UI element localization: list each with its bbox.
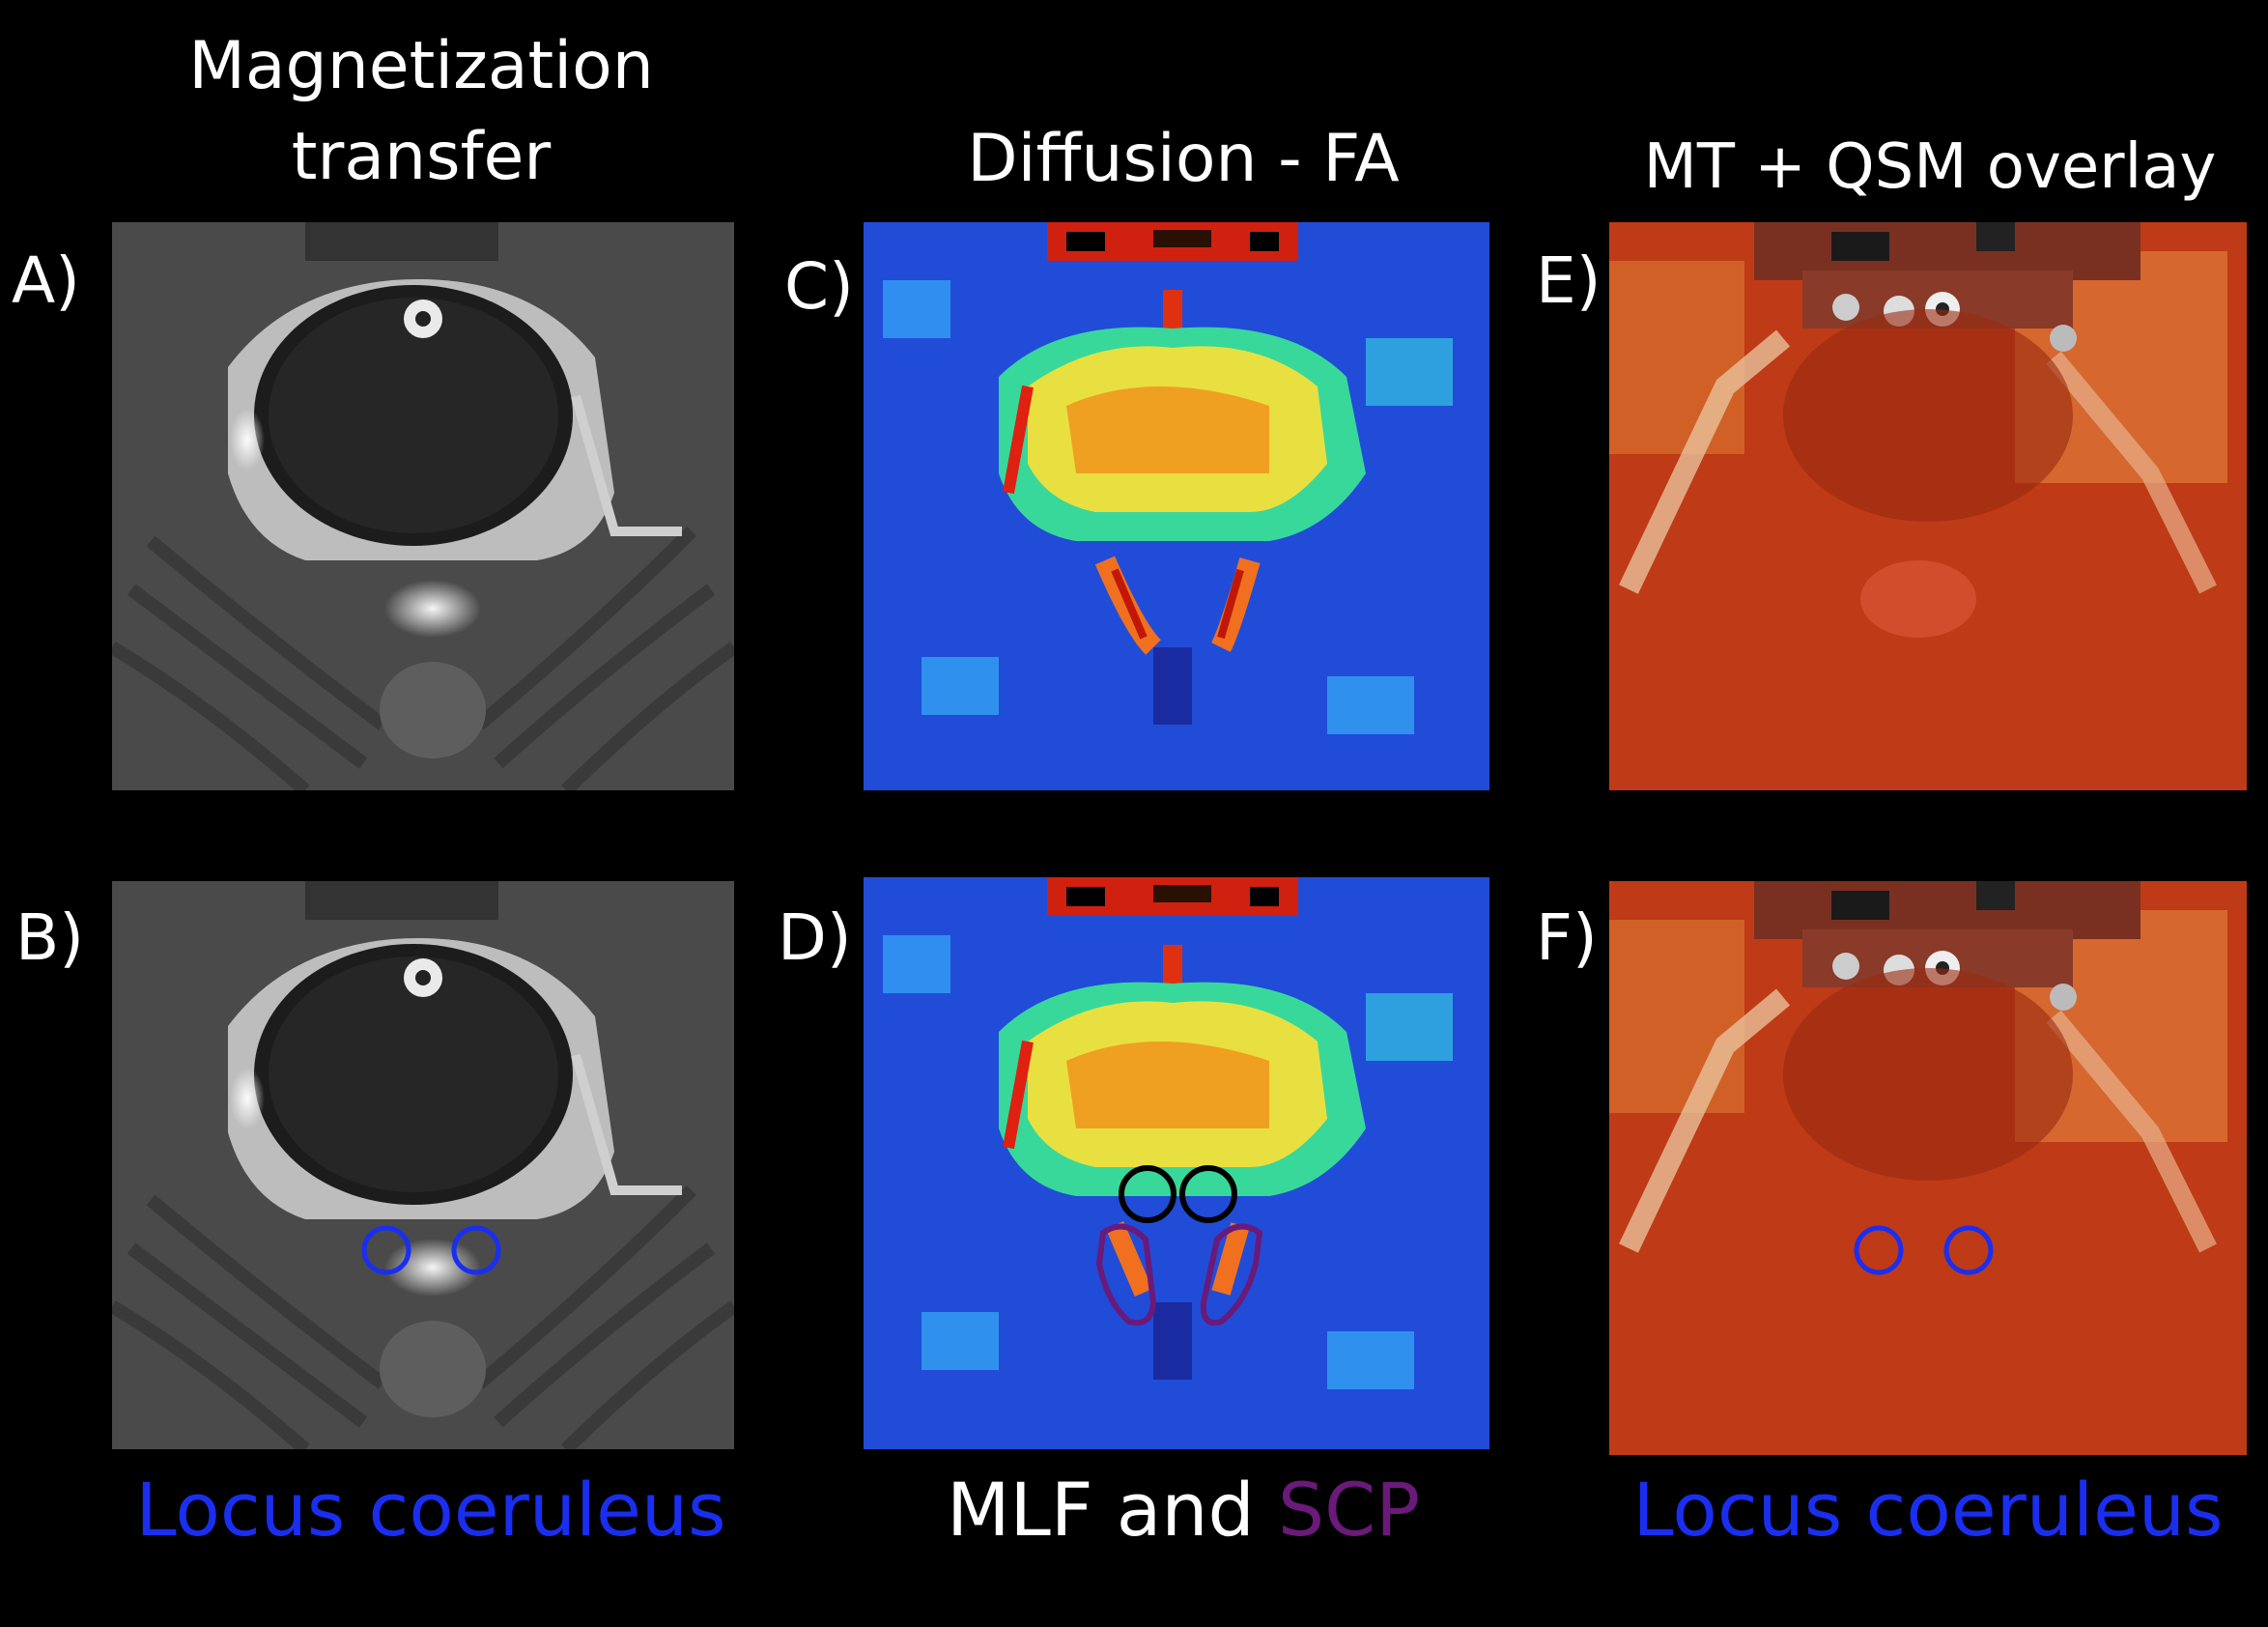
overlay-panel-e	[1609, 222, 2247, 790]
caption-mlf-scp: MLF and SCP	[869, 1467, 1497, 1554]
scp-roi-right	[1200, 1223, 1263, 1326]
scp-roi-left	[1095, 1223, 1157, 1326]
fa-map-panel-c	[864, 222, 1489, 790]
fa-map-panel-d	[864, 877, 1489, 1449]
mlf-roi-right	[1179, 1165, 1237, 1223]
panel-label-d: D)	[778, 900, 852, 975]
column-title-mt-line2: transfer	[291, 119, 552, 195]
panel-label-f: F)	[1536, 900, 1598, 975]
panel-label-a: A)	[12, 243, 80, 318]
column-title-mt: Magnetization transfer	[112, 21, 730, 203]
mlf-roi-left	[1119, 1165, 1177, 1223]
caption-locus-coeruleus-left: Locus coeruleus	[135, 1467, 726, 1553]
column-title-fa: Diffusion - FA	[967, 121, 1400, 197]
lc-roi-right-b	[451, 1225, 501, 1275]
column-title-overlay: MT + QSM overlay	[1643, 131, 2217, 203]
lc-roi-right-f	[1943, 1225, 1994, 1275]
caption-mlf: MLF and	[946, 1467, 1255, 1553]
panel-label-e: E)	[1536, 243, 1602, 318]
lc-roi-left-b	[361, 1225, 411, 1275]
panel-label-c: C)	[784, 249, 854, 324]
caption-scp: SCP	[1277, 1467, 1421, 1553]
panel-label-b: B)	[15, 900, 85, 975]
column-title-mt-line1: Magnetization	[188, 28, 654, 104]
mt-image-panel-a	[112, 222, 734, 790]
lc-roi-left-f	[1854, 1225, 1904, 1275]
caption-locus-coeruleus-right: Locus coeruleus	[1632, 1467, 2224, 1553]
overlay-panel-f	[1609, 881, 2247, 1455]
mt-image-panel-b	[112, 881, 734, 1449]
